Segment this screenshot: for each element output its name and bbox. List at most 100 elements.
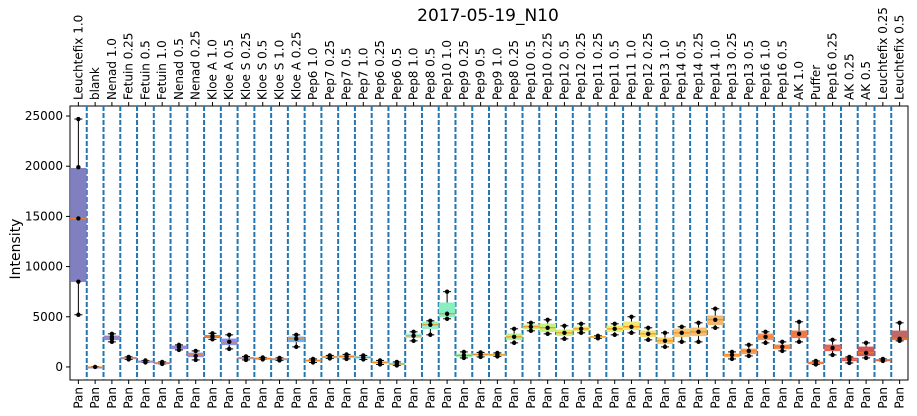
data-point: [847, 360, 852, 366]
data-point: [176, 347, 182, 353]
box-31: [572, 321, 590, 336]
data-point: [227, 346, 232, 352]
data-point: [746, 348, 751, 354]
category-label: Kloe S 0.25: [239, 32, 253, 100]
data-point: [612, 332, 617, 338]
box-33: [606, 321, 623, 338]
box-9: [204, 331, 221, 342]
box-18: [355, 353, 372, 362]
data-point: [646, 337, 651, 343]
category-label: Pep9 0.25: [457, 40, 471, 100]
category-label: blank: [88, 67, 102, 100]
bottom-label: Pan: [792, 387, 806, 409]
data-point: [763, 334, 768, 340]
category-label: Pep7 0.5: [340, 48, 354, 100]
bottom-label: Pan: [356, 387, 370, 409]
data-point: [713, 317, 718, 322]
bottom-label: Pan: [189, 387, 203, 409]
data-point: [662, 330, 668, 336]
box-28: [522, 320, 540, 334]
data-point: [863, 350, 869, 356]
box-14: [287, 332, 305, 350]
box-30: [556, 323, 573, 342]
bottom-label: Pan: [725, 387, 739, 409]
data-point: [210, 337, 215, 342]
data-point: [294, 336, 299, 342]
bottom-label: Pan: [155, 387, 169, 409]
data-point: [76, 116, 81, 122]
data-point: [545, 317, 550, 322]
data-point: [863, 355, 869, 361]
bottom-label: Pan: [524, 387, 538, 409]
category-label: Kloe A 1.0: [205, 39, 219, 100]
category-label: Pep11 0.25: [591, 32, 605, 100]
category-label: AK 0.25: [842, 53, 856, 100]
box-36: [656, 330, 674, 350]
data-point: [76, 165, 81, 170]
data-point: [92, 364, 98, 370]
data-point: [193, 357, 198, 363]
box-22: [422, 318, 439, 338]
box-40: [723, 349, 741, 362]
bottom-label: Pan: [256, 387, 270, 409]
category-label: AK 1.0: [792, 61, 806, 100]
data-point: [444, 289, 450, 294]
data-point: [763, 340, 768, 346]
data-point: [461, 353, 467, 358]
category-label: Pep8 0.25: [507, 40, 521, 100]
box-48: [857, 340, 875, 361]
data-point: [76, 312, 81, 317]
data-point: [780, 339, 785, 345]
box-16: [321, 353, 339, 361]
box-46: [824, 337, 841, 358]
bottom-label: Pan: [574, 387, 588, 409]
box-5: [137, 358, 154, 365]
box-29: [539, 317, 556, 337]
data-point: [713, 325, 718, 331]
data-point: [713, 306, 718, 311]
data-point: [813, 358, 819, 364]
box-34: [623, 314, 640, 336]
data-point: [629, 330, 634, 336]
data-point: [260, 355, 265, 360]
data-point: [528, 320, 534, 325]
data-point: [595, 333, 601, 339]
data-point: [428, 322, 433, 327]
data-point: [277, 355, 282, 361]
data-point: [562, 330, 567, 336]
category-label: Pep10 0.5: [524, 40, 538, 100]
bottom-label: Pan: [172, 387, 186, 409]
box-45: [807, 358, 825, 367]
y-tick-label: 10000: [25, 260, 63, 274]
data-point: [344, 352, 349, 357]
box-27: [505, 326, 523, 346]
category-label: Pep14 0.25: [692, 32, 706, 100]
box-38: [690, 320, 707, 345]
category-label: Fetuin 0.25: [122, 33, 136, 100]
category-label: Pep13 0.5: [742, 40, 756, 100]
box-3: [103, 331, 121, 345]
category-label: Leuchtefix 0.25: [876, 7, 890, 100]
box-41: [740, 342, 758, 359]
data-point: [227, 339, 232, 345]
data-point: [696, 320, 701, 325]
category-label: Pep9 1.0: [490, 48, 504, 100]
data-point: [629, 324, 634, 330]
box-47: [841, 354, 858, 366]
category-label: Pep10 1.0: [440, 40, 454, 100]
box-25: [472, 350, 489, 360]
bottom-label: Pan: [675, 387, 689, 409]
box-26: [489, 350, 506, 359]
data-point: [897, 336, 902, 342]
y-tick-label: 25000: [25, 109, 63, 123]
box-43: [774, 339, 791, 354]
box-49: [874, 356, 892, 364]
data-point: [327, 353, 332, 358]
data-point: [210, 331, 215, 336]
data-point: [847, 354, 852, 360]
category-label: Pep9 0.5: [474, 48, 488, 100]
box-body: [70, 167, 87, 282]
category-label: Pep16 0.5: [775, 40, 789, 100]
category-label: Puffer: [809, 65, 823, 100]
box-50: [891, 320, 908, 344]
